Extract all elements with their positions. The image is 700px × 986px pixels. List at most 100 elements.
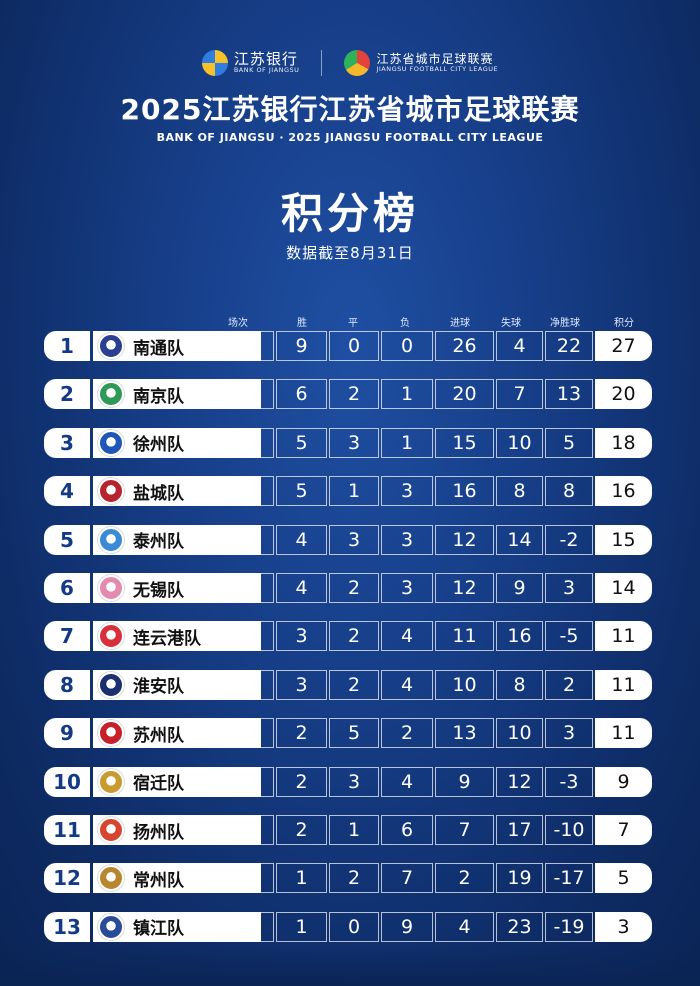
stat-won: 3 bbox=[276, 621, 327, 652]
stat-gf: 15 bbox=[435, 427, 494, 458]
table-row: 12 常州队 10 1 2 7 2 19 -17 5 bbox=[44, 863, 652, 894]
stat-played: 10 bbox=[218, 524, 274, 555]
table-row: 1 南通队 9 9 0 0 26 4 22 27 bbox=[44, 331, 652, 361]
header-goals-against: 失球 bbox=[501, 318, 521, 329]
rank-cell: 5 bbox=[44, 524, 90, 555]
team-cell: 南京队 bbox=[93, 379, 261, 410]
stat-ga: 8 bbox=[496, 476, 543, 507]
team-name: 无锡队 bbox=[133, 580, 184, 601]
lianyungang-badge-icon bbox=[98, 623, 124, 650]
stat-lost: 4 bbox=[381, 766, 433, 797]
team-name: 扬州队 bbox=[133, 822, 184, 843]
rank-cell: 4 bbox=[44, 476, 90, 507]
stat-won: 9 bbox=[276, 331, 327, 361]
team-cell: 宿迁队 bbox=[93, 766, 261, 797]
league-name-en: JIANGSU FOOTBALL CITY LEAGUE bbox=[376, 64, 499, 73]
table-row: 3 徐州队 9 5 3 1 15 10 5 18 bbox=[44, 427, 652, 458]
league-logo-icon bbox=[344, 50, 371, 76]
nanjing-badge-icon bbox=[98, 381, 124, 408]
team-cell: 扬州队 bbox=[93, 815, 261, 845]
stat-won: 5 bbox=[276, 427, 327, 458]
stat-ga: 12 bbox=[496, 766, 543, 797]
points-cell: 11 bbox=[595, 718, 652, 749]
stat-played: 9 bbox=[218, 379, 274, 410]
bank-logo-icon bbox=[201, 50, 228, 76]
team-name: 徐州队 bbox=[133, 435, 184, 456]
stat-ga: 23 bbox=[496, 911, 543, 942]
stat-lost: 1 bbox=[381, 379, 433, 410]
team-name: 盐城队 bbox=[133, 483, 184, 504]
points-cell: 15 bbox=[595, 524, 652, 555]
rank-cell: 3 bbox=[44, 427, 90, 458]
team-cell: 徐州队 bbox=[93, 427, 261, 458]
header-lost: 负 bbox=[400, 318, 410, 329]
stat-drawn: 3 bbox=[329, 524, 379, 555]
points-cell: 3 bbox=[595, 911, 652, 942]
stat-drawn: 0 bbox=[329, 331, 379, 361]
points-cell: 16 bbox=[595, 476, 652, 507]
team-cell: 苏州队 bbox=[93, 718, 261, 749]
stat-won: 4 bbox=[276, 524, 327, 555]
rank-cell: 9 bbox=[44, 718, 90, 749]
team-cell: 镇江队 bbox=[93, 911, 261, 942]
header-won: 胜 bbox=[297, 318, 307, 329]
stat-gd: 8 bbox=[545, 476, 593, 507]
stat-gf: 10 bbox=[435, 669, 494, 700]
stat-gf: 2 bbox=[435, 863, 494, 894]
points-cell: 20 bbox=[595, 379, 652, 410]
stat-played: 9 bbox=[218, 573, 274, 603]
stat-drawn: 1 bbox=[329, 815, 379, 845]
points-cell: 27 bbox=[595, 331, 652, 361]
bottom-fade bbox=[0, 946, 700, 986]
header-played: 场次 bbox=[228, 318, 248, 329]
stat-ga: 10 bbox=[496, 718, 543, 749]
team-name: 苏州队 bbox=[133, 725, 184, 746]
huaian-badge-icon bbox=[98, 671, 124, 698]
points-cell: 14 bbox=[595, 573, 652, 603]
stat-played: 9 bbox=[218, 331, 274, 361]
stat-won: 3 bbox=[276, 669, 327, 700]
stat-lost: 3 bbox=[381, 476, 433, 507]
league-name-cn: 江苏省城市足球联赛 bbox=[376, 52, 494, 67]
league-logo: 江苏省城市足球联赛 JIANGSU FOOTBALL CITY LEAGUE bbox=[344, 50, 498, 76]
stat-gf: 4 bbox=[435, 911, 494, 942]
standings-heading: 积分榜 bbox=[280, 189, 419, 238]
table-row: 8 淮安队 9 3 2 4 10 8 2 11 bbox=[44, 669, 652, 700]
rank-cell: 6 bbox=[44, 573, 90, 603]
stat-ga: 7 bbox=[496, 379, 543, 410]
stat-gd: -3 bbox=[545, 766, 593, 797]
stat-played: 9 bbox=[218, 718, 274, 749]
rank-cell: 10 bbox=[44, 766, 90, 797]
stat-played: 9 bbox=[218, 476, 274, 507]
logo-divider bbox=[321, 50, 323, 76]
points-cell: 5 bbox=[595, 863, 652, 894]
header-goal-diff: 净胜球 bbox=[550, 318, 580, 329]
header-goals-for: 进球 bbox=[450, 318, 470, 329]
team-cell: 常州队 bbox=[93, 863, 261, 894]
table-row: 11 扬州队 9 2 1 6 7 17 -10 7 bbox=[44, 815, 652, 845]
rank-cell: 13 bbox=[44, 911, 90, 942]
stat-gd: -10 bbox=[545, 815, 593, 845]
sponsor-name-en: BANK OF JIANGSU bbox=[233, 66, 300, 75]
stat-won: 2 bbox=[276, 766, 327, 797]
team-cell: 无锡队 bbox=[93, 573, 261, 603]
table-row: 2 南京队 9 6 2 1 20 7 13 20 bbox=[44, 379, 652, 410]
stat-lost: 2 bbox=[381, 718, 433, 749]
stat-played: 9 bbox=[218, 427, 274, 458]
taizhou-badge-icon bbox=[98, 526, 124, 553]
stat-drawn: 2 bbox=[329, 863, 379, 894]
rank-cell: 12 bbox=[44, 863, 90, 894]
page-title: 2025江苏银行江苏省城市足球联赛 bbox=[120, 93, 580, 126]
points-cell: 9 bbox=[595, 766, 652, 797]
team-name: 常州队 bbox=[133, 870, 184, 891]
stat-gf: 13 bbox=[435, 718, 494, 749]
suzhou-badge-icon bbox=[98, 720, 124, 747]
stat-lost: 1 bbox=[381, 427, 433, 458]
stat-lost: 3 bbox=[381, 573, 433, 603]
stat-played: 10 bbox=[218, 863, 274, 894]
table-row: 5 泰州队 10 4 3 3 12 14 -2 15 bbox=[44, 524, 652, 555]
wuxi-badge-icon bbox=[98, 575, 124, 601]
rank-cell: 8 bbox=[44, 669, 90, 700]
rank-cell: 7 bbox=[44, 621, 90, 652]
rank-cell: 2 bbox=[44, 379, 90, 410]
